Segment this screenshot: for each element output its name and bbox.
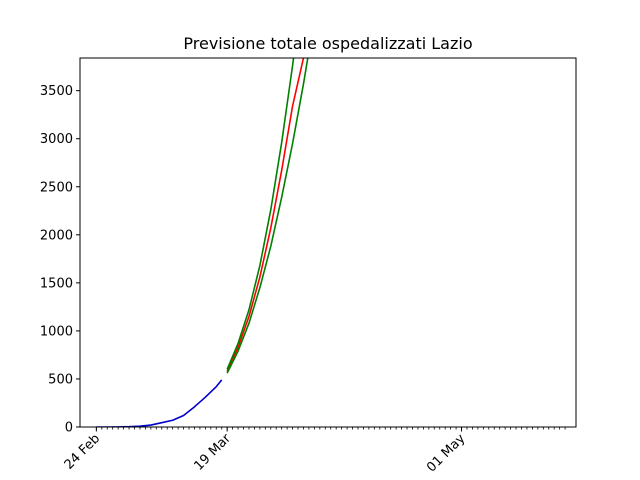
series-line-0 — [96, 379, 223, 427]
series-layer — [96, 58, 309, 427]
series-line-3 — [226, 58, 309, 374]
x-tick-label: 19 Mar — [191, 431, 234, 474]
chart-title: Previsione totale ospedalizzati Lazio — [183, 34, 472, 53]
y-tick-label: 500 — [48, 372, 73, 387]
series-line-1 — [226, 58, 305, 372]
y-tick-label: 3500 — [40, 84, 73, 99]
y-tick-label: 3000 — [40, 132, 73, 147]
y-tick-label: 0 — [65, 421, 73, 436]
y-tick-label: 1500 — [40, 276, 73, 291]
y-tick-label: 1000 — [40, 324, 73, 339]
y-axis: 0 500 1000 1500 2000 2500 3000 3500 — [40, 84, 80, 436]
y-tick-label: 2000 — [40, 228, 73, 243]
x-tick-label: 01 May — [424, 431, 468, 475]
series-line-2 — [226, 58, 295, 370]
x-axis: 24 Feb 19 Mar 01 May — [62, 427, 566, 475]
plot-frame — [79, 57, 577, 428]
y-tick-label: 2500 — [40, 180, 73, 195]
x-tick-label: 24 Feb — [62, 431, 104, 473]
